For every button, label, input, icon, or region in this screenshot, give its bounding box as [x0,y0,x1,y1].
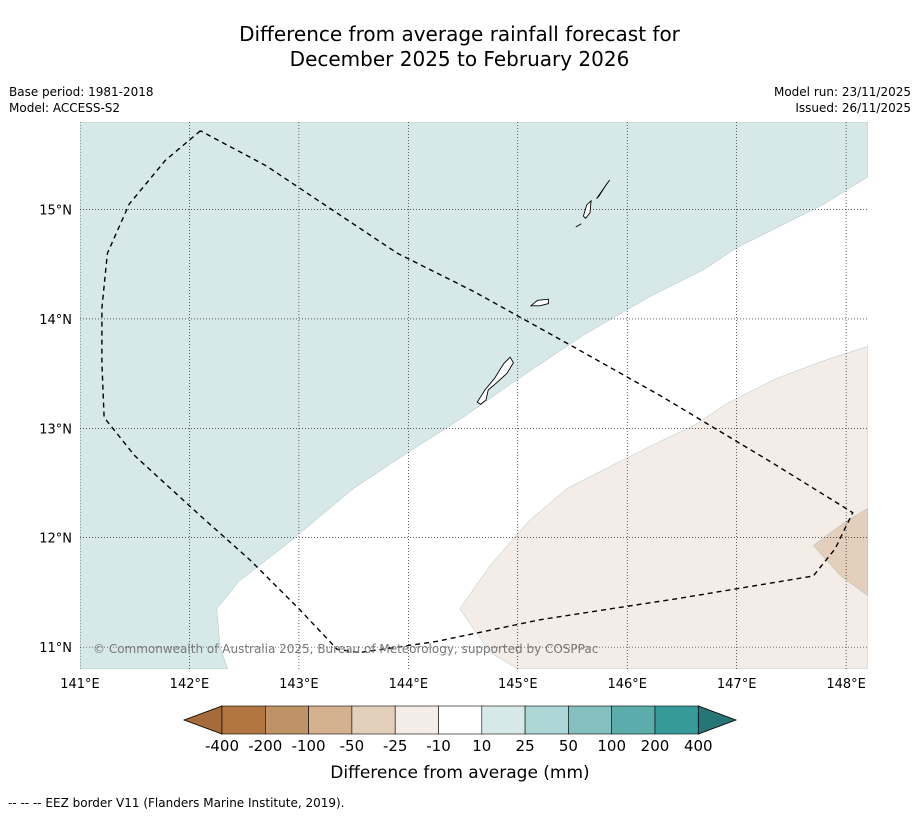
colorbar-tick-0: -400 [205,737,239,755]
copyright-notice: © Commonwealth of Australia 2025, Bureau… [93,642,598,656]
colorbar-tick-6: 10 [472,737,491,755]
colorbar-tick-5: -10 [426,737,451,755]
chart-title: Difference from average rainfall forecas… [0,22,919,72]
colorbar-tick-1: -200 [248,737,282,755]
title-line-1: Difference from average rainfall forecas… [239,22,680,46]
lat-label-0: 11°N [39,641,72,656]
lon-label-2: 143°E [279,677,319,692]
meta-left: Base period: 1981-2018 Model: ACCESS-S2 [9,84,154,116]
colorbar-extend-low [182,705,223,735]
colorbar-tick-7: 25 [516,737,535,755]
eez-footnote: -- -- -- EEZ border V11 (Flanders Marine… [8,796,345,810]
colorbar-swatch-5 [394,705,439,735]
island-guam [476,356,514,405]
colorbar-label: Difference from average (mm) [330,763,589,783]
lat-label-3: 14°N [39,313,72,328]
colorbar: -400 -200 -100 -50 -25 -10 10 25 50 100 200 400 [182,705,738,755]
model-name: Model: ACCESS-S2 [9,101,121,115]
colorbar-swatch-7 [481,705,526,735]
base-period: Base period: 1981-2018 [9,85,154,99]
colorbar-swatch-2 [264,705,309,735]
lat-label-4: 15°N [39,204,72,219]
colorbar-tick-9: 100 [597,737,626,755]
issued-date: Issued: 26/11/2025 [795,101,911,115]
longitude-labels: 141°E 142°E 143°E 144°E 145°E 146°E 147°E 148°E [60,677,866,692]
island-rota [529,298,549,307]
colorbar-tick-10: 200 [641,737,670,755]
lon-label-6: 147°E [717,677,757,692]
lat-label-1: 12°N [39,532,72,547]
eez-border-line [101,130,854,654]
colorbar-swatch-3 [308,705,353,735]
lon-label-4: 145°E [498,677,538,692]
gridlines [80,122,868,669]
lon-label-3: 144°E [389,677,429,692]
colorbar-tick-11: 400 [684,737,713,755]
lon-label-1: 142°E [170,677,210,692]
lon-label-0: 141°E [60,677,100,692]
colorbar-tick-4: -25 [383,737,408,755]
island-tinian [582,199,592,219]
lon-label-7: 148°E [826,677,866,692]
lat-label-2: 13°N [39,422,72,437]
island-outlines [476,179,611,405]
rainfall-region-4 [459,346,868,669]
colorbar-extend-high [697,705,738,735]
colorbar-swatch-11 [654,705,699,735]
meta-right: Model run: 23/11/2025 Issued: 26/11/2025 [774,84,911,116]
colorbar-swatch-1 [221,705,266,735]
colorbar-swatch-6 [438,705,483,735]
colorbar-swatch-10 [611,705,656,735]
island-saipan [596,179,611,199]
rainfall-region-3 [80,122,868,669]
lon-label-5: 146°E [607,677,647,692]
colorbar-swatch-8 [524,705,569,735]
eez-border [101,130,854,654]
island-aguijan [575,223,582,228]
colorbar-swatch-4 [351,705,396,735]
colorbar-tick-8: 50 [559,737,578,755]
latitude-labels: 11°N 12°N 13°N 14°N 15°N [39,204,72,657]
model-run: Model run: 23/11/2025 [773,85,911,99]
colorbar-tick-2: -100 [292,737,326,755]
rainfall-regions [80,122,868,669]
title-line-2: December 2025 to February 2026 [289,47,630,71]
colorbar-swatch-9 [568,705,613,735]
colorbar-tick-3: -50 [340,737,365,755]
